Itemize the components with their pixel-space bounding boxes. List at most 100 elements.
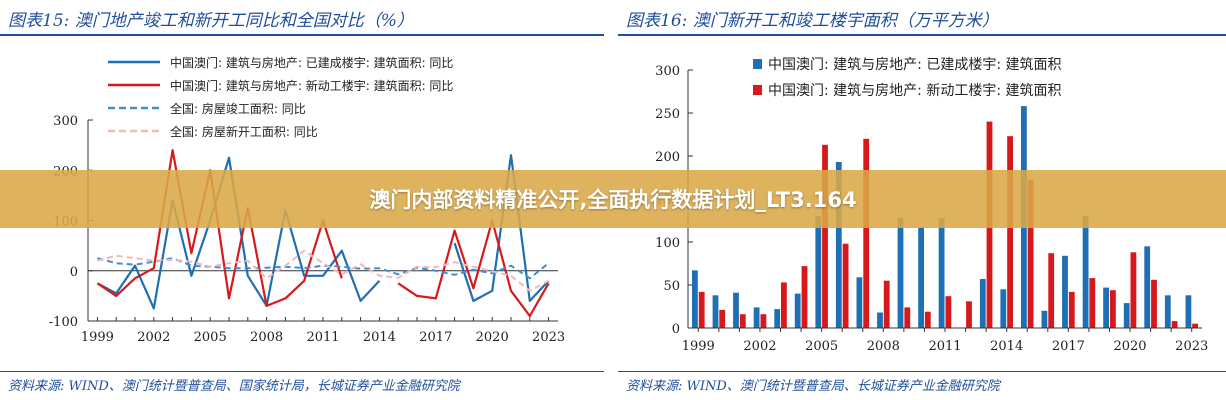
legend-swatch [753, 59, 762, 69]
x-tick-label: 2014 [990, 339, 1023, 354]
bar-1 [1089, 278, 1096, 328]
bar-0 [753, 307, 760, 328]
series-line-1 [397, 219, 550, 318]
x-tick-label: 2005 [805, 339, 838, 354]
bar-1 [760, 314, 767, 328]
legend-label: 全国: 房屋竣工面积: 同比 [170, 101, 306, 116]
x-tick-label: 2008 [250, 330, 283, 345]
y-tick-label: 300 [655, 64, 680, 79]
chart-panel-right: 图表16: 澳门新开工和竣工楼宇面积（万平方米） 050100150200250… [618, 0, 1226, 400]
title-divider-left [0, 34, 604, 36]
x-tick-label: 2008 [867, 339, 900, 354]
title-divider-right [618, 34, 1226, 36]
bar-1 [1027, 180, 1034, 328]
line-chart: -100010020030019992002200520082011201420… [49, 55, 565, 345]
bar-0 [1164, 295, 1171, 328]
bar-1 [883, 280, 890, 328]
x-tick-label: 2002 [137, 330, 170, 345]
legend-label: 中国澳门: 建筑与房地产: 已建成楼宇: 建筑面积: 同比 [170, 55, 453, 70]
x-tick-label: 2017 [1052, 339, 1085, 354]
bar-1 [904, 307, 911, 328]
bar-0 [938, 217, 945, 328]
bar-1 [1171, 321, 1178, 328]
legend-label: 中国澳门: 建筑与房地产: 新动工楼宇: 建筑面积: 同比 [170, 78, 453, 93]
chart-title-left: 图表15: 澳门地产竣工和新开工同比和全国对比（%） [8, 11, 414, 31]
bar-0 [918, 227, 924, 328]
legend-swatch [753, 85, 762, 95]
bar-0 [1185, 295, 1192, 328]
bar-0 [1144, 246, 1151, 328]
bar-0 [712, 295, 719, 328]
bar-1 [739, 314, 746, 328]
series-line-1 [96, 149, 343, 307]
bar-0 [897, 217, 904, 328]
bar-1 [1048, 253, 1055, 328]
x-tick-label: 2020 [476, 330, 509, 345]
bar-1 [801, 266, 808, 328]
x-tick-label: 2020 [1113, 339, 1146, 354]
bar-0 [692, 270, 698, 328]
bar-1 [719, 309, 726, 328]
bar-1 [945, 296, 952, 328]
source-divider-left [0, 371, 604, 372]
bar-1 [966, 301, 972, 328]
chart-panel-left: 图表15: 澳门地产竣工和新开工同比和全国对比（%） -100010020030… [0, 0, 604, 400]
x-tick-label: 2014 [363, 330, 396, 345]
y-tick-label: 250 [655, 107, 680, 122]
source-divider-right [618, 371, 1226, 372]
bar-0 [1062, 255, 1068, 328]
bar-1 [1110, 290, 1116, 328]
y-tick-label: 300 [53, 114, 78, 129]
bar-0 [979, 279, 986, 328]
chart-title-right: 图表16: 澳门新开工和竣工楼宇面积（万平方米） [626, 11, 999, 31]
y-tick-label: 0 [70, 265, 78, 280]
bar-1 [1130, 252, 1137, 328]
y-tick-label: 0 [672, 322, 680, 337]
bar-1 [822, 144, 828, 328]
bar-0 [877, 312, 883, 328]
bar-chart: 0501001502002503001999200220052008201120… [655, 57, 1208, 354]
x-tick-label: 1999 [682, 339, 715, 354]
legend-label: 全国: 房屋新开工面积: 同比 [170, 124, 318, 139]
bar-1 [698, 291, 705, 328]
series-line-3 [97, 249, 550, 292]
overlay-banner: 澳门内部资料精准公开,全面执行数据计划_LT3.164 [0, 170, 1226, 228]
bar-0 [835, 162, 842, 328]
bar-1 [842, 243, 849, 328]
y-tick-label: 200 [655, 150, 680, 165]
bar-1 [1151, 279, 1157, 328]
bar-1 [863, 138, 870, 328]
bar-0 [774, 309, 781, 328]
bar-0 [794, 293, 801, 328]
x-tick-label: 1999 [81, 330, 114, 345]
bar-1 [1007, 136, 1013, 328]
overlay-banner-text: 澳门内部资料精准公开,全面执行数据计划_LT3.164 [369, 188, 857, 212]
bar-0 [1082, 216, 1089, 328]
x-tick-label: 2011 [306, 330, 339, 345]
x-tick-label: 2023 [532, 330, 565, 345]
x-tick-label: 2005 [194, 330, 227, 345]
legend-label: 中国澳门: 建筑与房地产: 新动工楼宇: 建筑面积 [768, 83, 1062, 99]
source-note-left: 资料来源: WIND、澳门统计暨普查局、国家统计局，长城证券产业金融研究院 [8, 379, 460, 394]
bar-1 [924, 311, 931, 328]
y-tick-label: 50 [663, 279, 680, 294]
x-tick-label: 2017 [419, 330, 452, 345]
bar-0 [1103, 287, 1109, 328]
y-tick-label: -100 [49, 315, 78, 330]
bar-1 [1068, 291, 1075, 328]
bar-0 [856, 277, 863, 328]
x-tick-label: 2002 [743, 339, 776, 354]
bar-0 [733, 292, 739, 328]
bar-1 [1192, 323, 1198, 328]
x-tick-label: 2023 [1175, 339, 1208, 354]
y-tick-label: 100 [655, 236, 680, 251]
x-tick-label: 2011 [928, 339, 961, 354]
bar-0 [815, 216, 822, 328]
bar-1 [781, 282, 787, 328]
bar-0 [1123, 303, 1130, 328]
bar-0 [1041, 310, 1048, 328]
source-note-right: 资料来源: WIND、澳门统计暨普查局、长城证券产业金融研究院 [626, 379, 1000, 394]
bar-0 [1000, 289, 1007, 328]
legend-label: 中国澳门: 建筑与房地产: 已建成楼宇: 建筑面积 [768, 57, 1062, 73]
series-line-2 [97, 257, 550, 280]
